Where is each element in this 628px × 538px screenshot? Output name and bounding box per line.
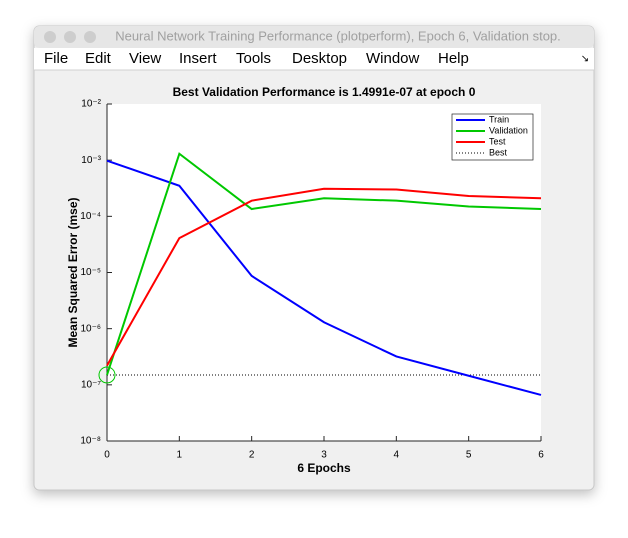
x-tick-label: 2 xyxy=(249,450,255,461)
menu-item[interactable]: Insert xyxy=(179,50,217,67)
menu-item[interactable]: View xyxy=(129,50,161,67)
y-tick-label: 10⁻⁷ xyxy=(81,379,101,390)
y-tick-label: 10⁻⁴ xyxy=(80,211,101,222)
minimize-button[interactable] xyxy=(64,31,76,43)
legend xyxy=(451,113,534,161)
y-tick-label: 10⁻⁶ xyxy=(80,323,101,334)
series-line xyxy=(106,187,542,367)
y-tick-label: 10⁻³ xyxy=(81,155,101,166)
x-axis-label: 6 Epochs xyxy=(297,461,351,475)
x-tick-label: 0 xyxy=(104,450,110,461)
legend-label: Best xyxy=(489,147,508,157)
menu-item[interactable]: Help xyxy=(438,50,469,67)
toolbar-toggle[interactable]: ↘ xyxy=(581,54,589,65)
title-bar xyxy=(34,26,594,48)
series-line xyxy=(106,152,542,376)
close-button[interactable] xyxy=(44,31,56,43)
x-tick-label: 1 xyxy=(177,450,183,461)
menu-item[interactable]: Tools xyxy=(236,50,271,67)
menu-item[interactable]: Desktop xyxy=(292,50,347,67)
x-tick-label: 4 xyxy=(394,450,400,461)
series-line xyxy=(106,159,542,396)
legend-label: Train xyxy=(489,114,509,124)
menu-bar xyxy=(34,48,594,70)
menu-item[interactable]: Window xyxy=(366,50,420,67)
window-title: Neural Network Training Performance (plo… xyxy=(115,28,561,43)
x-tick-label: 6 xyxy=(538,450,544,461)
y-tick-label: 10⁻² xyxy=(81,99,101,110)
best-marker xyxy=(98,366,116,384)
menu-item[interactable]: File xyxy=(44,50,68,67)
y-tick-label: 10⁻⁸ xyxy=(80,436,101,447)
legend-label: Test xyxy=(489,136,506,146)
y-axis-label: Mean Squared Error (mse) xyxy=(66,197,80,347)
legend-label: Validation xyxy=(489,125,528,135)
chart-title: Best Validation Performance is 1.4991e-0… xyxy=(173,85,476,99)
x-tick-label: 3 xyxy=(321,450,327,461)
zoom-button[interactable] xyxy=(84,31,96,43)
x-tick-label: 5 xyxy=(466,450,472,461)
y-tick-label: 10⁻⁵ xyxy=(80,267,101,278)
menu-item[interactable]: Edit xyxy=(85,50,112,67)
